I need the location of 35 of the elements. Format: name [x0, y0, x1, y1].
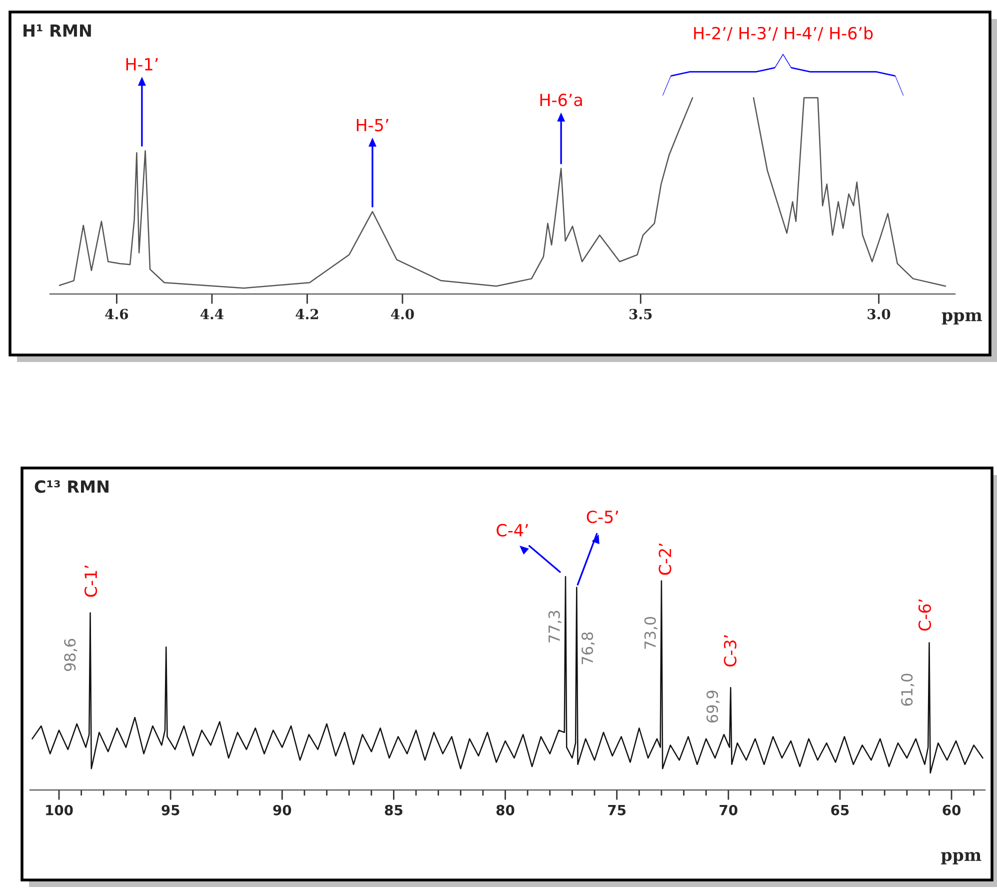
annotation: 98,6 [64, 638, 78, 671]
annotation: 69,9 [706, 690, 720, 723]
annotation: C-6’ [918, 599, 932, 631]
annotation: 76,8 [582, 632, 595, 664]
annotation: H-1’ [126, 58, 158, 70]
x-tick-label: 70 [720, 804, 738, 816]
x-tick-label: 60 [942, 804, 961, 816]
chart-title: H¹ RMN [24, 24, 91, 37]
annotation: C-4’ [496, 524, 528, 537]
annotation: 61,0 [901, 674, 914, 706]
annotation: H-5’ [356, 118, 388, 132]
x-tick-label: 65 [831, 804, 849, 816]
annotation: C-5’ [586, 510, 618, 524]
text: H-2’/ H-3’/ H-4’/ H-6’b [694, 26, 873, 41]
annotation: C-3’ [724, 635, 736, 666]
annotation: H-6’a [540, 94, 582, 106]
x-tick-label: 4.2 [296, 308, 318, 320]
x-tick-label: 4.0 [390, 308, 414, 320]
x-axis-title: ppm [941, 852, 982, 864]
annotation: C-2’ [658, 544, 672, 575]
x-tick-label: 95 [162, 804, 180, 816]
x-tick-label: 4.4 [200, 308, 224, 320]
x-tick-label: 75 [608, 805, 626, 816]
x-tick-label: 90 [273, 804, 292, 816]
x-tick-label: 80 [496, 804, 514, 816]
x-tick-label: 100 [46, 804, 73, 816]
x-axis-title: ppm [942, 312, 982, 325]
annotation: 73,0 [644, 616, 658, 649]
annotation: 77,3 [548, 610, 562, 642]
x-tick-label: 3.0 [868, 308, 890, 320]
x-tick-label: 85 [384, 804, 402, 816]
x-tick-label: 3.5 [630, 308, 652, 320]
annotation: C-1’ [84, 566, 98, 597]
x-tick-label: 4.6 [105, 308, 128, 320]
chart-title: C¹³ RMN [34, 480, 108, 493]
